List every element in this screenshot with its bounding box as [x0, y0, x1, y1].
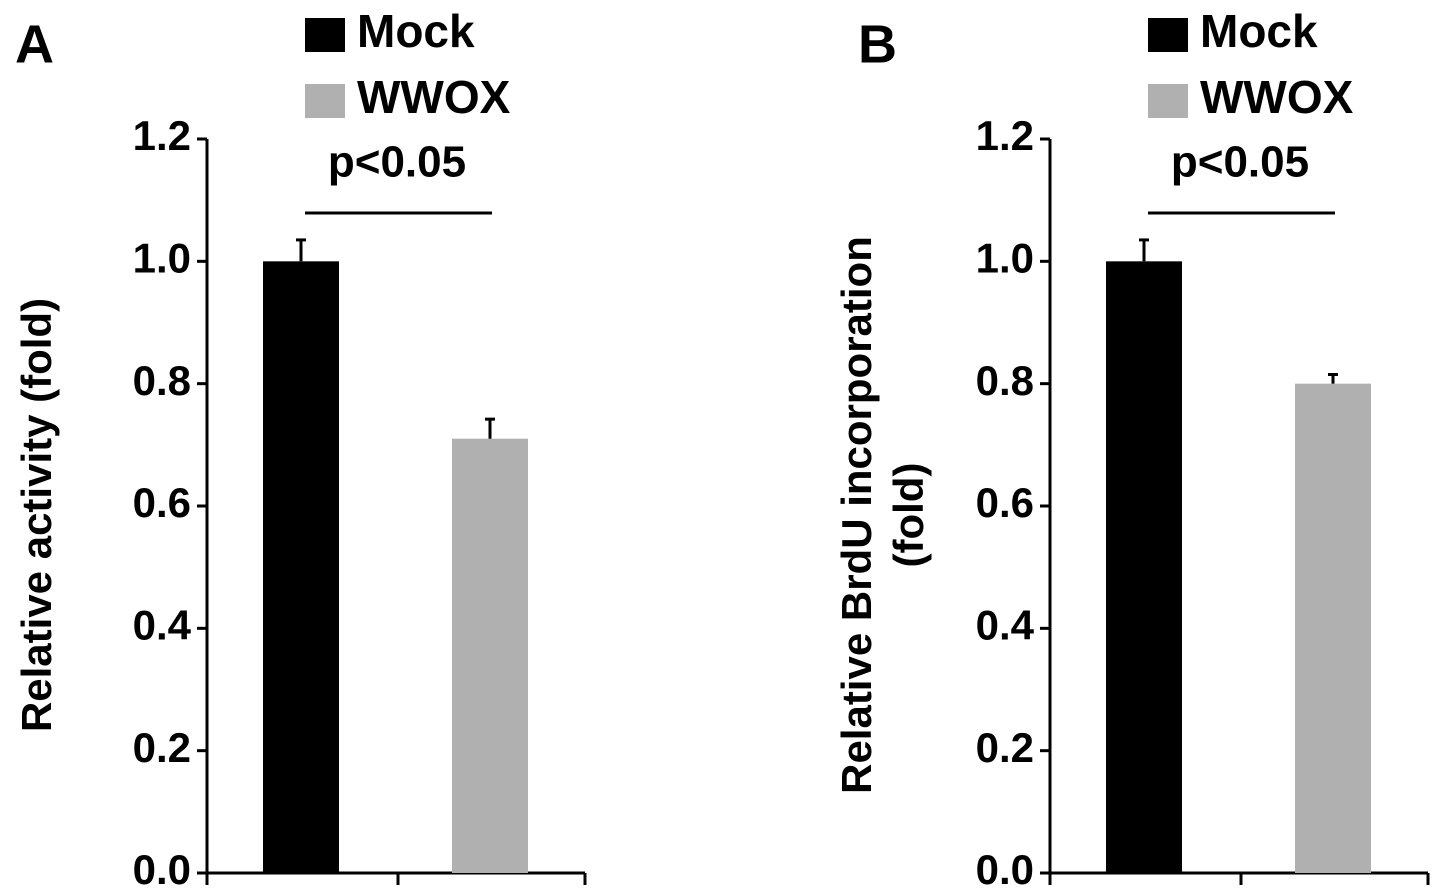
- y-tick-label: 1.2: [133, 112, 191, 159]
- legend-swatch: [305, 18, 345, 52]
- y-axis-label: Relative activity (fold): [13, 298, 60, 732]
- y-axis-label: Relative BrdU incorporation: [833, 236, 880, 794]
- y-axis-label: (fold): [885, 463, 932, 568]
- y-tick-label: 0.8: [976, 357, 1034, 404]
- legend-label: Mock: [357, 5, 475, 57]
- y-tick-label: 0.4: [976, 601, 1035, 648]
- bar: [452, 438, 528, 873]
- legend-label: WWOX: [357, 71, 511, 123]
- y-tick-label: 0.0: [976, 846, 1034, 893]
- y-tick-label: 0.0: [133, 846, 191, 893]
- y-tick-label: 0.6: [976, 479, 1034, 526]
- y-tick-label: 1.0: [133, 234, 191, 281]
- legend-swatch: [1148, 84, 1188, 118]
- y-tick-label: 0.2: [133, 724, 191, 771]
- annotation: p<0.05: [1171, 138, 1309, 187]
- y-tick-label: 0.4: [133, 601, 192, 648]
- y-tick-label: 1.0: [976, 234, 1034, 281]
- bar: [1295, 383, 1371, 873]
- bar: [1106, 261, 1182, 873]
- y-tick-label: 0.8: [133, 357, 191, 404]
- annotation: p<0.05: [328, 138, 466, 187]
- panel-label: B: [858, 14, 897, 74]
- legend-label: Mock: [1200, 5, 1318, 57]
- legend-label: WWOX: [1200, 71, 1354, 123]
- bar: [263, 261, 339, 873]
- panel-label: A: [15, 14, 54, 74]
- y-tick-label: 0.2: [976, 724, 1034, 771]
- y-tick-label: 0.6: [133, 479, 191, 526]
- legend-swatch: [1148, 18, 1188, 52]
- y-tick-label: 1.2: [976, 112, 1034, 159]
- legend-swatch: [305, 84, 345, 118]
